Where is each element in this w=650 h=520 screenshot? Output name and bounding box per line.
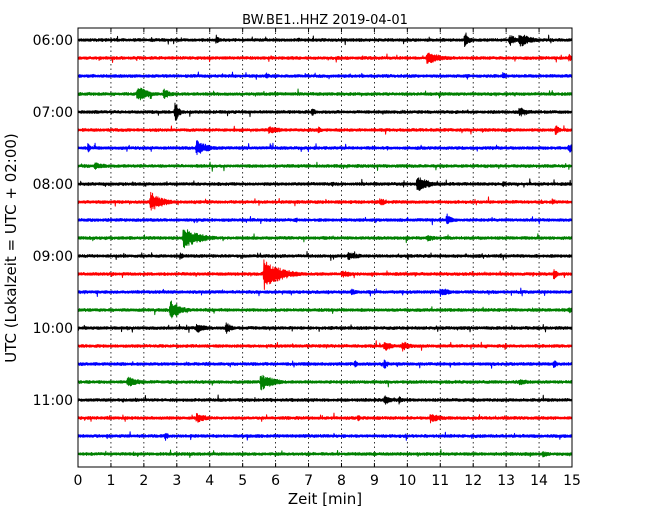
x-tick-label-2: 2: [139, 473, 148, 489]
plot-frame: [77, 27, 573, 468]
trace-1015: [77, 340, 573, 352]
x-tick-label-9: 9: [370, 473, 379, 489]
chart-title: BW.BE1..HHZ 2019-04-01: [242, 13, 408, 28]
trace-0845: [77, 229, 573, 249]
trace-0745: [77, 161, 573, 172]
trace-0915: [77, 259, 573, 290]
trace-1100: [77, 394, 573, 405]
x-tick-label-8: 8: [337, 473, 346, 489]
trace-0800: [77, 177, 573, 192]
x-tick-label-12: 12: [464, 473, 482, 489]
trace-0730: [77, 140, 573, 156]
trace-1000: [77, 322, 573, 334]
trace-0815: [77, 191, 573, 211]
x-tick-label-4: 4: [205, 473, 214, 489]
x-tick-label-15: 15: [563, 473, 581, 489]
x-tick-label-6: 6: [271, 473, 280, 489]
x-tick-label-1: 1: [106, 473, 115, 489]
trace-0715: [77, 125, 573, 135]
axis-ticks: 0 1 2 3 4 5 6 7 8 9 10 11 12 13 14 1506:0007:0008:0009:…: [33, 28, 581, 489]
trace-1145: [77, 448, 573, 458]
x-tick-label-3: 3: [172, 473, 181, 489]
y-axis-label: UTC (Lokalzeit = UTC + 02:00): [2, 133, 20, 363]
trace-0645: [77, 87, 573, 101]
trace-0900: [77, 251, 573, 261]
x-tick-label-7: 7: [304, 473, 313, 489]
y-tick-label-07:00: 07:00: [33, 105, 73, 121]
trace-0615: [77, 52, 573, 64]
y-tick-label-09:00: 09:00: [33, 249, 73, 265]
grid-lines: [110, 28, 540, 467]
trace-0600: [77, 32, 573, 48]
trace-0945: [77, 300, 573, 319]
y-tick-label-06:00: 06:00: [33, 33, 73, 49]
y-tick-label-11:00: 11:00: [33, 393, 73, 409]
x-axis-label: Zeit [min]: [288, 490, 362, 508]
trace-1130: [77, 431, 573, 441]
y-tick-label-08:00: 08:00: [33, 177, 73, 193]
y-tick-label-10:00: 10:00: [33, 321, 73, 337]
x-tick-label-11: 11: [431, 473, 449, 489]
trace-0830: [77, 213, 573, 226]
x-tick-label-14: 14: [530, 473, 548, 489]
trace-0700: [77, 102, 573, 121]
trace-1030: [77, 359, 573, 369]
x-tick-label-10: 10: [398, 473, 416, 489]
x-tick-label-13: 13: [497, 473, 515, 489]
trace-1045: [77, 374, 573, 391]
x-tick-label-5: 5: [238, 473, 247, 489]
trace-0630: [77, 71, 573, 80]
x-tick-label-0: 0: [74, 473, 83, 489]
trace-1115: [77, 412, 573, 424]
seismic-traces: [77, 32, 573, 458]
trace-0930: [77, 287, 573, 297]
